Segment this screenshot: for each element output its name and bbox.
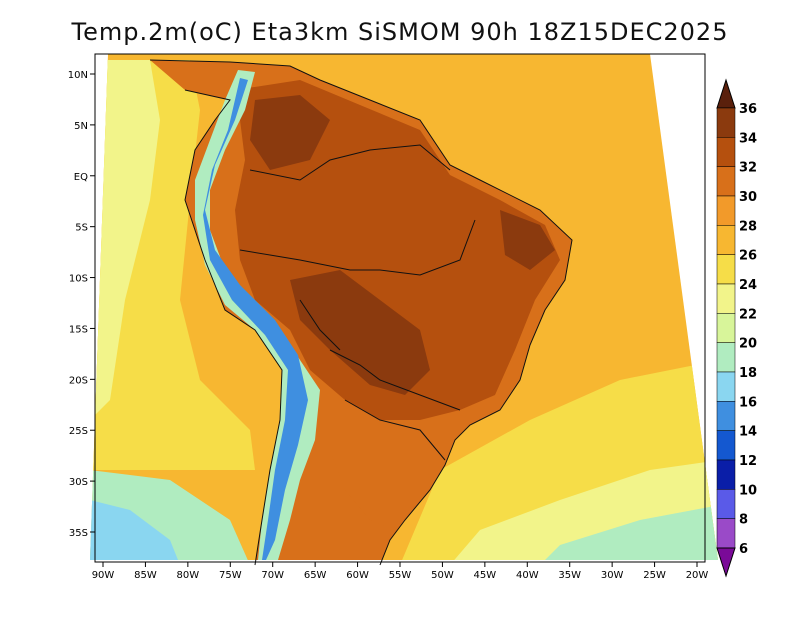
northeast-hotter-field [500,210,555,270]
border-south [344,399,446,461]
lon-label: 60W [346,570,369,581]
latitude-axis: 10N 5N EQ 5S 10S 15S 20S 25S 30S 35S [68,70,95,539]
colorbar-top-arrow [716,78,736,109]
lon-label: 70W [261,570,284,581]
colorbar-label: 32 [739,161,757,176]
colorbar-segment [716,518,736,549]
southeast-cold-field [540,505,718,560]
colorbar-label: 30 [739,190,757,205]
lon-label: 55W [389,570,412,581]
colorbar-segment [716,283,736,314]
lon-label: 20W [686,570,709,581]
atlantic-coastline [149,59,573,566]
lon-label: 25W [643,570,666,581]
colorbar-label: 12 [739,454,757,469]
colorbar-label: 6 [739,542,748,557]
colorbar-label: 18 [739,366,757,381]
colorbar-segment [716,225,736,255]
central-hotter-field [290,270,430,395]
lon-label: 85W [134,570,157,581]
colorbar-segment [716,489,736,519]
colorbar-label: 24 [739,278,757,293]
lon-label: 80W [177,570,200,581]
colorbar-segment [716,459,736,490]
colorbar-label: 14 [739,425,757,440]
lon-label: 45W [474,570,497,581]
colorbar-label: 34 [739,131,757,146]
colorbar-label: 36 [739,102,757,117]
colorbar-segment [716,313,736,343]
colorbar-segment [716,107,736,138]
colorbar-label: 20 [739,337,757,352]
colorbar-segment [716,401,736,431]
colorbar-label: 16 [739,395,757,410]
lat-label: 25S [69,426,88,437]
southern-cone-field [330,420,445,530]
colorbar-label: 22 [739,307,757,322]
lon-label: 35W [558,570,581,581]
border-bolivia [299,299,341,351]
colorbar-label: 26 [739,249,757,264]
colorbar-segment [716,195,736,226]
lat-label: 5N [74,121,88,132]
border-north [249,144,451,181]
lon-label: 90W [92,570,115,581]
map-field [90,54,718,560]
colorbar-segment [716,137,736,167]
colorbar-label: 8 [739,513,748,528]
lat-label: 30S [69,477,88,488]
map-title: Temp.2m(oC) Eta3km SiSMOM 90h 18Z15DEC20… [71,18,729,46]
lat-label: 10N [68,70,88,81]
lat-label: EQ [74,172,88,183]
colorbar-label: 10 [739,483,757,498]
pacific-coastline [184,89,283,566]
lon-label: 30W [601,570,624,581]
border-central [329,349,461,411]
colorbar-label: 28 [739,219,757,234]
lat-label: 5S [75,223,88,234]
colorbar: 36 34 32 30 28 26 24 22 20 18 16 14 12 10 8 6 [716,78,757,578]
northwest-hotter-field [250,95,330,170]
lon-label: 40W [516,570,539,581]
lon-label: 50W [431,570,454,581]
southwest-colder-field [90,500,180,560]
longitude-axis: 90W 85W 80W 75W 70W 65W 60W 55W 50W 45W 40W 35W 30W 2… [92,562,709,581]
lat-label: 10S [69,274,88,285]
colorbar-segment [716,342,736,373]
pacific-cool-field [90,60,160,420]
lon-label: 75W [219,570,242,581]
colorbar-bottom-arrow [716,547,736,578]
colorbar-segment [716,254,736,285]
colorbar-segment [716,371,736,402]
border-amazon [239,219,476,276]
lat-label: 35S [69,528,88,539]
lat-label: 20S [69,375,88,386]
colorbar-segment [716,430,736,461]
coastlines [149,59,573,566]
andes-core-field [203,78,308,560]
lat-label: 15S [69,324,88,335]
colorbar-segment [716,166,736,197]
lon-label: 65W [304,570,327,581]
